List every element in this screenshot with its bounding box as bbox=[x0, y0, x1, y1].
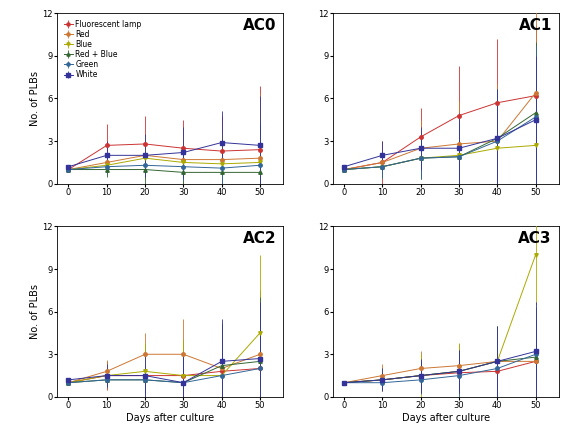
Text: AC3: AC3 bbox=[518, 232, 552, 247]
Text: AC2: AC2 bbox=[243, 232, 276, 247]
Y-axis label: No. of PLBs: No. of PLBs bbox=[30, 71, 39, 126]
Text: AC1: AC1 bbox=[519, 19, 552, 34]
Legend: Fluorescent lamp, Red, Blue, Red + Blue, Green, White: Fluorescent lamp, Red, Blue, Red + Blue,… bbox=[63, 19, 142, 80]
Y-axis label: No. of PLBs: No. of PLBs bbox=[30, 284, 39, 339]
X-axis label: Days after culture: Days after culture bbox=[401, 413, 490, 423]
Text: AC0: AC0 bbox=[243, 19, 276, 34]
X-axis label: Days after culture: Days after culture bbox=[126, 413, 214, 423]
